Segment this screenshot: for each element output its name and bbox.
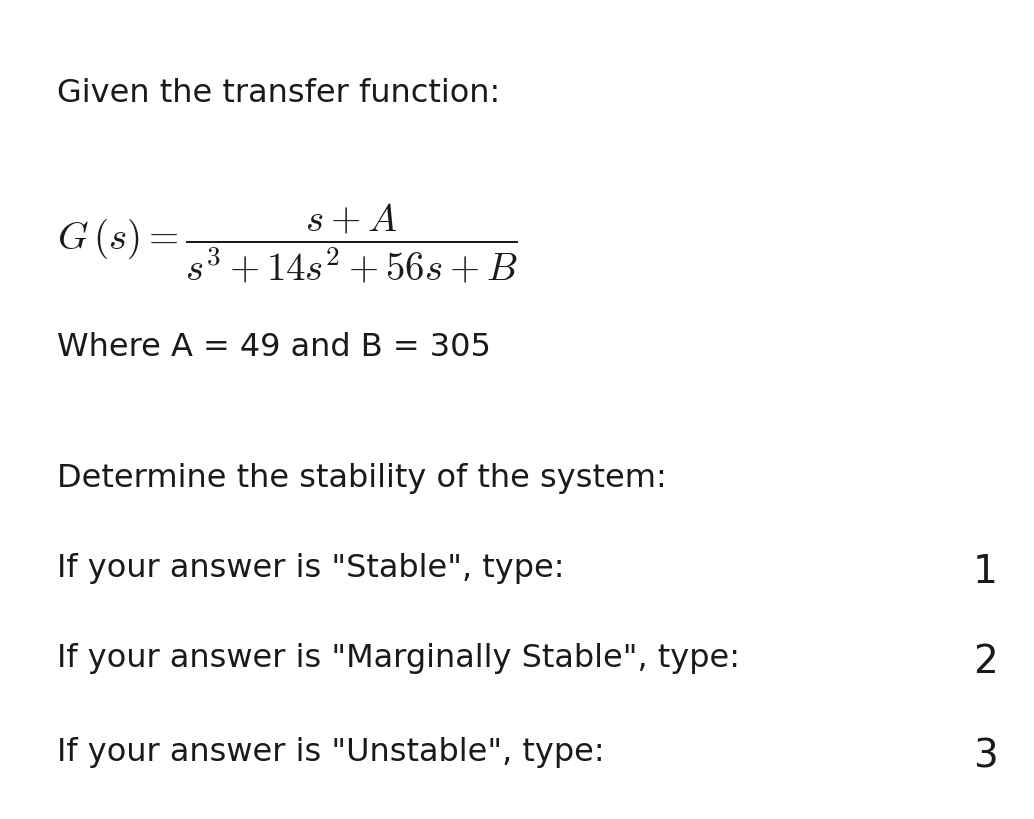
Text: If your answer is "Stable", type:: If your answer is "Stable", type: <box>57 553 565 584</box>
Text: Where A = 49 and B = 305: Where A = 49 and B = 305 <box>57 332 491 363</box>
Text: 3: 3 <box>973 737 998 775</box>
Text: If your answer is "Marginally Stable", type:: If your answer is "Marginally Stable", t… <box>57 643 740 674</box>
Text: 2: 2 <box>973 643 998 681</box>
Text: If your answer is "Unstable", type:: If your answer is "Unstable", type: <box>57 737 605 768</box>
Text: $\mathit{G}\,(\mathit{s}) = \dfrac{\mathit{s}+\mathit{A}}{\mathit{s}^3+14\mathit: $\mathit{G}\,(\mathit{s}) = \dfrac{\math… <box>57 201 518 284</box>
Text: Given the transfer function:: Given the transfer function: <box>57 78 500 109</box>
Text: 1: 1 <box>973 553 998 590</box>
Text: Determine the stability of the system:: Determine the stability of the system: <box>57 463 667 494</box>
